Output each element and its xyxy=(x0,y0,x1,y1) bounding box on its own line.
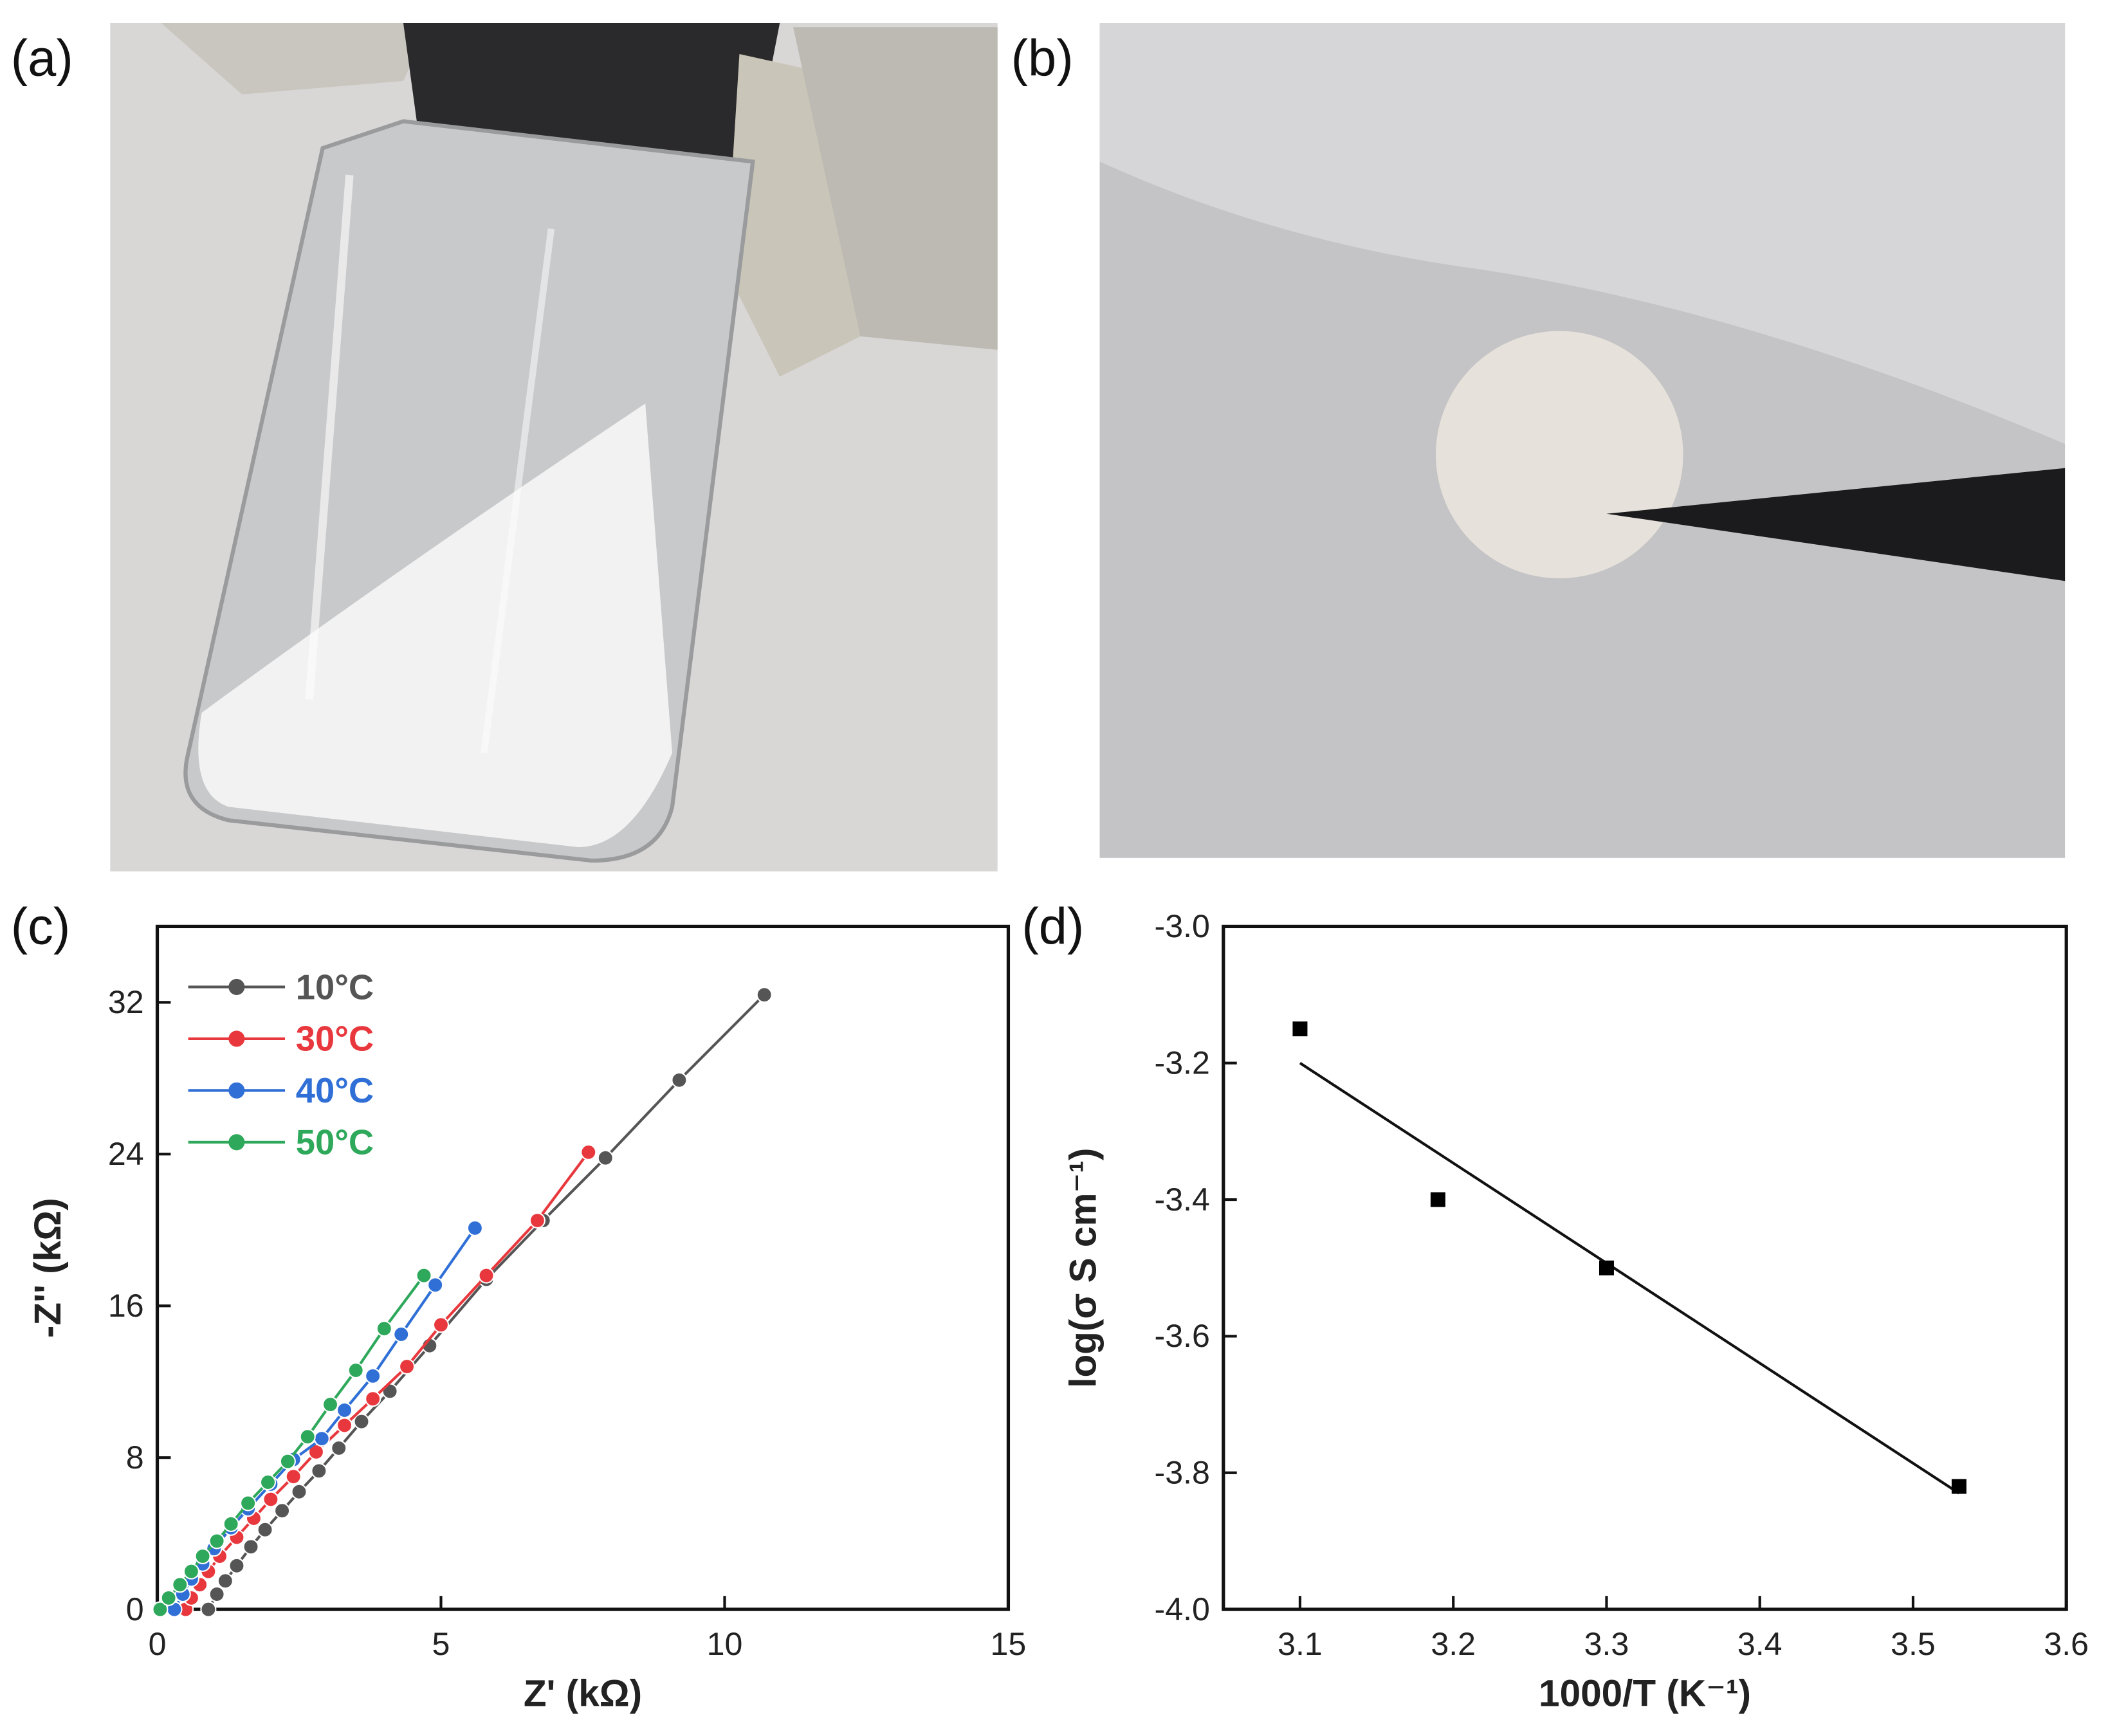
y-tick-label: 0 xyxy=(126,1591,144,1627)
data-point xyxy=(313,1430,330,1447)
y-tick-label: -3.8 xyxy=(1155,1454,1210,1490)
data-point xyxy=(1292,1021,1308,1037)
data-point xyxy=(299,1429,316,1445)
y-tick-label: -4.0 xyxy=(1155,1591,1210,1627)
y-tick-label: -3.0 xyxy=(1155,908,1210,944)
data-point xyxy=(399,1358,416,1375)
legend-marker xyxy=(228,978,245,995)
data-point xyxy=(427,1277,444,1293)
data-point xyxy=(194,1548,211,1565)
data-point xyxy=(671,1072,688,1088)
y-tick-label: 24 xyxy=(108,1136,144,1172)
data-point xyxy=(331,1439,347,1456)
x-tick-label: 3.2 xyxy=(1431,1626,1476,1662)
data-point xyxy=(152,1601,169,1618)
legend-label: 10°C xyxy=(296,967,374,1007)
data-point xyxy=(529,1212,545,1229)
data-point xyxy=(257,1521,273,1538)
fit-line xyxy=(1299,1061,1960,1495)
data-point xyxy=(208,1585,225,1603)
data-point xyxy=(376,1320,392,1337)
data-point xyxy=(285,1468,302,1485)
x-tick-label: 10 xyxy=(707,1626,743,1662)
x-tick-label: 3.5 xyxy=(1891,1626,1936,1662)
data-point xyxy=(336,1417,353,1434)
data-point xyxy=(416,1267,432,1284)
data-point xyxy=(217,1573,234,1589)
data-point xyxy=(1951,1479,1966,1494)
x-tick-label: 15 xyxy=(991,1626,1027,1662)
legend-label: 50°C xyxy=(296,1123,374,1162)
y-tick-label: 16 xyxy=(108,1288,144,1324)
x-tick-label: 3.3 xyxy=(1584,1626,1629,1662)
legend-marker xyxy=(228,1082,245,1099)
x-axis-label: Z' (kΩ) xyxy=(524,1673,642,1715)
data-point xyxy=(353,1413,370,1430)
data-point xyxy=(347,1362,364,1379)
data-point xyxy=(279,1453,296,1470)
data-point xyxy=(183,1563,199,1580)
data-point xyxy=(365,1391,381,1407)
data-point xyxy=(208,1533,225,1549)
legend-label: 40°C xyxy=(296,1071,374,1110)
panel-label: (b) xyxy=(1011,29,1074,86)
data-point xyxy=(228,1557,245,1574)
y-tick-label: 8 xyxy=(126,1439,144,1476)
x-tick-label: 3.1 xyxy=(1278,1626,1323,1662)
y-tick-label: 32 xyxy=(108,984,144,1020)
y-axis-label: log(σ S cm⁻¹) xyxy=(1062,1148,1104,1388)
y-tick-label: -3.2 xyxy=(1155,1045,1210,1081)
plot-frame xyxy=(1222,924,2068,1611)
y-axis-label: -Z'' (kΩ) xyxy=(27,1198,69,1338)
panel-label: (a) xyxy=(11,29,73,86)
data-point xyxy=(322,1396,339,1413)
x-tick-label: 5 xyxy=(432,1626,450,1662)
legend-label: 30°C xyxy=(296,1019,374,1059)
x-tick-label: 3.4 xyxy=(1737,1626,1783,1662)
data-point xyxy=(307,1443,325,1460)
data-point xyxy=(336,1402,353,1418)
legend-marker xyxy=(228,1134,245,1151)
data-point xyxy=(1430,1192,1445,1207)
data-point xyxy=(262,1491,279,1508)
photo-vial xyxy=(110,23,998,872)
data-point xyxy=(259,1474,277,1491)
legend-marker xyxy=(228,1030,245,1047)
x-tick-label: 0 xyxy=(149,1626,167,1662)
data-point xyxy=(432,1317,450,1333)
data-point xyxy=(365,1367,381,1384)
data-point xyxy=(466,1220,483,1236)
data-point xyxy=(1599,1260,1614,1275)
data-point xyxy=(160,1589,177,1606)
data-point xyxy=(478,1267,495,1284)
data-point xyxy=(200,1601,217,1618)
data-point xyxy=(597,1149,614,1166)
data-point xyxy=(243,1539,259,1555)
plot-frame xyxy=(155,924,1011,1611)
data-point xyxy=(393,1326,410,1343)
y-tick-label: -3.4 xyxy=(1155,1182,1210,1218)
photo-disk xyxy=(1099,23,2066,858)
data-point xyxy=(172,1576,188,1593)
data-point xyxy=(274,1503,291,1519)
x-axis-label: 1000/T (K⁻¹) xyxy=(1539,1673,1751,1715)
data-point xyxy=(223,1515,239,1532)
y-tick-label: -3.6 xyxy=(1155,1318,1210,1354)
panel-label: (d) xyxy=(1022,898,1084,955)
data-point xyxy=(240,1495,257,1512)
x-tick-label: 3.6 xyxy=(2044,1626,2089,1662)
data-point xyxy=(291,1483,307,1500)
data-point xyxy=(580,1144,597,1160)
data-point xyxy=(756,987,773,1003)
panel-label: (c) xyxy=(11,898,71,955)
data-point xyxy=(311,1463,327,1479)
